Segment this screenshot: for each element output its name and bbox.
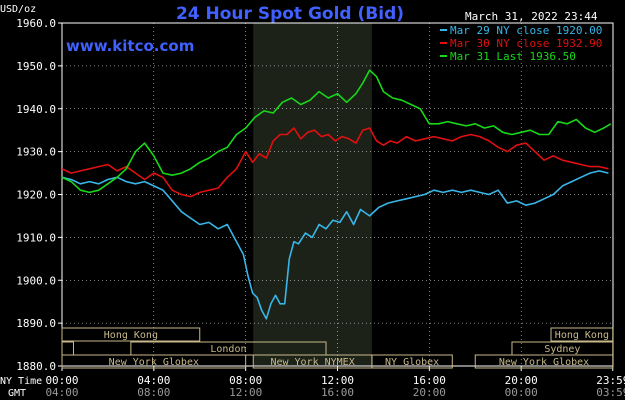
legend-entry-2: Mar 30 NY close 1932.90 <box>450 37 602 50</box>
session-label: London <box>210 344 246 355</box>
nymex-highlight <box>253 23 372 366</box>
y-tick-label: 1940.0 <box>16 103 56 116</box>
timestamp: March 31, 2022 23:44 <box>465 10 598 23</box>
session-label: NY Globex <box>385 357 439 368</box>
y-tick-label: 1880.0 <box>16 360 56 373</box>
y-tick-label: 1910.0 <box>16 231 56 244</box>
x-tick-label-gmt: 04:00 <box>45 386 78 399</box>
session-bar <box>61 341 74 356</box>
session-bar <box>371 354 453 369</box>
x-tick-label-ny: 08:00 <box>229 374 262 387</box>
x-tick-label-gmt: 03:59 <box>596 386 625 399</box>
session-bar <box>61 354 247 369</box>
session-label: New York Globex <box>109 357 199 368</box>
session-label: New York NYMEX <box>270 357 354 368</box>
x-tick-label-gmt: 16:00 <box>321 386 354 399</box>
x-tick-label-ny: 20:00 <box>505 374 538 387</box>
watermark-url: www.kitco.com <box>66 37 194 55</box>
ny-time-label: NY Time <box>0 376 42 387</box>
x-tick-label-ny: 16:00 <box>413 374 446 387</box>
y-tick-label: 1930.0 <box>16 146 56 159</box>
series-line-3 <box>61 69 612 194</box>
x-tick-label-gmt: 12:00 <box>229 386 262 399</box>
x-tick-label-ny: 04:00 <box>137 374 170 387</box>
y-tick-label: 1900.0 <box>16 274 56 287</box>
legend-entry-3: Mar 31 Last 1936.50 <box>450 50 576 63</box>
x-tick-label-gmt: 00:00 <box>505 386 538 399</box>
series-line-1 <box>61 170 609 320</box>
chart-title: 24 Hour Spot Gold (Bid) <box>176 4 404 24</box>
x-tick-label-ny: 12:00 <box>321 374 354 387</box>
session-bar <box>550 327 614 342</box>
y-unit-label: USD/oz <box>0 4 36 15</box>
y-tick-label: 1890.0 <box>16 317 56 330</box>
session-label: Hong Kong <box>104 330 158 341</box>
session-label: Hong Kong <box>555 330 609 341</box>
x-tick-label-gmt: 20:00 <box>413 386 446 399</box>
session-label: Sydney <box>544 344 580 355</box>
legend-entry-1: Mar 29 NY close 1920.00 <box>450 24 602 37</box>
session-bar <box>61 327 201 342</box>
y-tick-label: 1960.0 <box>16 17 56 30</box>
x-tick-label-gmt: 08:00 <box>137 386 170 399</box>
x-tick-label-ny: 23:59 <box>596 374 625 387</box>
x-tick-label-ny: 00:00 <box>45 374 78 387</box>
series-line-2 <box>61 127 609 198</box>
y-tick-label: 1920.0 <box>16 189 56 202</box>
y-tick-label: 1950.0 <box>16 60 56 73</box>
gmt-label: GMT <box>8 388 26 399</box>
session-bar <box>474 354 614 369</box>
session-label: New York Globex <box>499 357 589 368</box>
